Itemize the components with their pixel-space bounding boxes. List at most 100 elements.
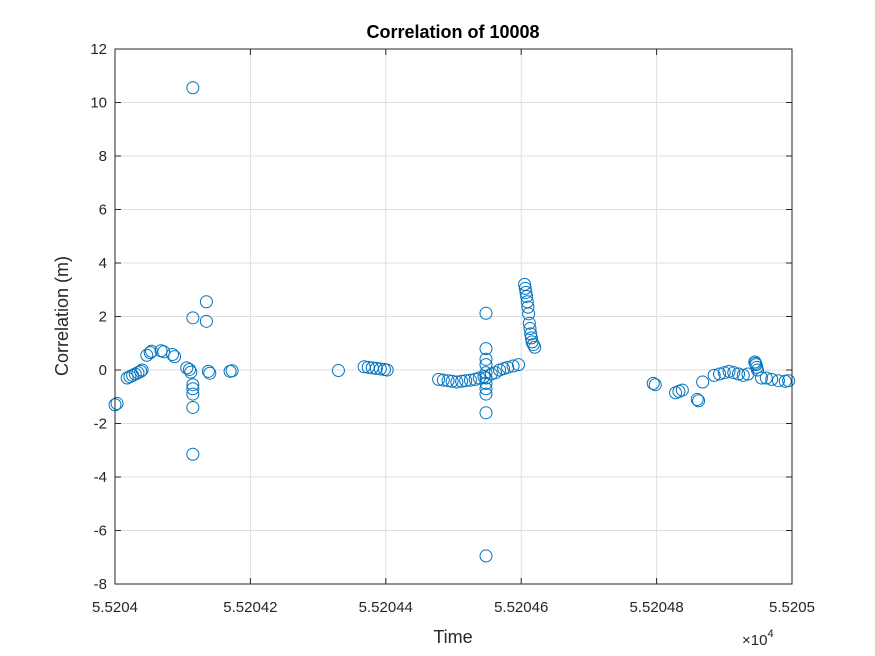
- data-point: [373, 362, 387, 376]
- data-point: [380, 363, 394, 377]
- data-point: [182, 362, 196, 376]
- data-point: [717, 366, 731, 380]
- data-point: [782, 374, 796, 388]
- y-tick-label: -8: [94, 576, 107, 593]
- y-tick-labels: -8 -6 -4 -2 0 2 4 6 8 10 12: [90, 41, 107, 593]
- data-point: [727, 366, 741, 380]
- data-point: [765, 372, 779, 386]
- data-point: [479, 306, 493, 320]
- data-point: [432, 372, 446, 386]
- data-point: [732, 367, 746, 381]
- y-tick-label: 2: [99, 309, 107, 326]
- data-point: [168, 350, 182, 364]
- data-point: [459, 374, 473, 388]
- data-point: [646, 376, 660, 390]
- data-point: [369, 361, 383, 375]
- data-point: [455, 374, 469, 388]
- data-point: [199, 295, 213, 309]
- data-point: [696, 375, 710, 389]
- data-point: [157, 345, 171, 359]
- data-point: [186, 311, 200, 325]
- data-point: [736, 368, 750, 382]
- data-point: [523, 322, 537, 336]
- data-point: [479, 352, 493, 366]
- data-point: [741, 367, 755, 381]
- tick-marks: [114, 48, 793, 585]
- data-point: [110, 396, 124, 410]
- data-point: [441, 374, 455, 388]
- data-point: [186, 378, 200, 392]
- data-point: [135, 363, 149, 377]
- data-point: [479, 366, 493, 380]
- data-point: [518, 281, 532, 295]
- y-tick-label: 4: [99, 255, 107, 272]
- data-point: [479, 549, 493, 563]
- data-point: [186, 400, 200, 414]
- data-point: [331, 364, 345, 378]
- data-point: [750, 363, 764, 377]
- data-point: [140, 348, 154, 362]
- data-point: [648, 378, 662, 392]
- y-tick-label: 6: [99, 202, 107, 219]
- x-tick-label: 5.5204: [92, 599, 138, 616]
- y-tick-label: -4: [94, 469, 107, 486]
- data-point: [692, 394, 706, 408]
- x-tick-label: 5.52046: [494, 599, 548, 616]
- data-point: [675, 383, 689, 397]
- data-point: [184, 365, 198, 379]
- data-point: [186, 387, 200, 401]
- data-point: [225, 364, 239, 378]
- x-tick-label: 5.52042: [223, 599, 277, 616]
- data-point: [472, 371, 486, 385]
- data-point: [479, 342, 493, 356]
- data-point: [199, 314, 213, 328]
- data-point: [755, 371, 769, 385]
- y-tick-label: -2: [94, 416, 107, 433]
- data-point: [690, 392, 704, 406]
- data-point: [707, 368, 721, 382]
- data-point: [436, 373, 450, 387]
- data-point: [445, 374, 459, 388]
- data-point: [771, 374, 785, 388]
- data-point: [526, 338, 540, 352]
- data-point: [203, 366, 217, 380]
- data-point: [479, 387, 493, 401]
- data-point: [479, 406, 493, 420]
- data-point: [521, 300, 535, 314]
- data-point: [479, 382, 493, 396]
- data-point: [463, 373, 477, 387]
- data-point: [186, 447, 200, 461]
- grid-lines: [115, 49, 792, 584]
- chart-title: Correlation of 10008: [366, 22, 539, 42]
- data-point: [186, 81, 200, 95]
- data-point: [511, 358, 525, 372]
- data-point: [524, 331, 538, 345]
- data-point: [134, 364, 148, 378]
- x-exponent-base: ×10: [742, 632, 767, 649]
- y-tick-label: 0: [99, 362, 107, 379]
- data-point: [201, 364, 215, 378]
- y-tick-label: 12: [90, 41, 107, 58]
- data-point: [488, 366, 502, 380]
- data-point: [713, 367, 727, 381]
- x-tick-label: 5.52048: [629, 599, 683, 616]
- data-point: [519, 285, 533, 299]
- y-tick-label: 10: [90, 95, 107, 112]
- x-tick-label: 5.52044: [359, 599, 413, 616]
- data-point: [506, 359, 520, 373]
- data-point: [143, 346, 157, 360]
- data-point: [522, 307, 536, 321]
- data-point: [722, 364, 736, 378]
- data-point: [520, 289, 534, 303]
- x-tick-labels: 5.5204 5.52042 5.52044 5.52046 5.52048 5.5205: [92, 599, 815, 616]
- data-point: [522, 316, 536, 330]
- y-axis-label: Correlation (m): [52, 256, 72, 376]
- y-tick-label: 8: [99, 148, 107, 165]
- y-tick-label: -6: [94, 523, 107, 540]
- data-point: [528, 340, 542, 354]
- x-axis-label: Time: [433, 627, 472, 647]
- data-point: [759, 371, 773, 385]
- data-point: [186, 382, 200, 396]
- x-exponent-power: 4: [767, 628, 773, 640]
